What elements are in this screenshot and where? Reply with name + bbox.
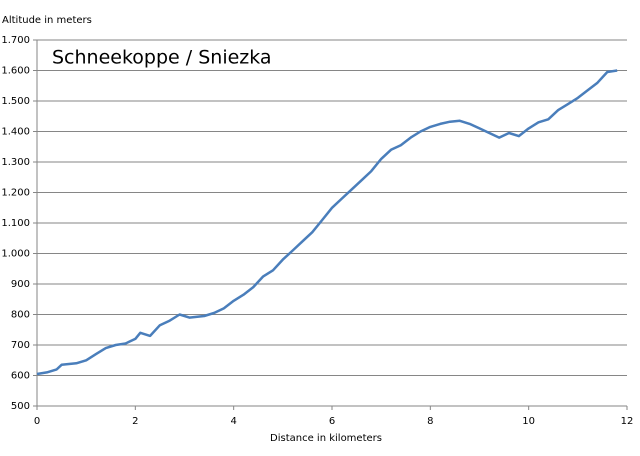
x-tick-label: 4: [230, 416, 236, 427]
x-tick-label: 8: [427, 416, 433, 427]
x-tick-label: 2: [132, 416, 138, 427]
y-tick-label: 1.200: [1, 188, 30, 199]
y-tick-label: 500: [11, 401, 30, 412]
y-tick-label: 1.500: [1, 96, 30, 107]
x-tick-label: 10: [522, 416, 535, 427]
y-tick-label: 1.600: [1, 66, 30, 77]
y-tick-label: 1.100: [1, 218, 30, 229]
y-axis-label: Altitude in meters: [2, 15, 92, 26]
y-tick-label: 1.300: [1, 157, 30, 168]
y-tick-label: 1.700: [1, 35, 30, 46]
y-tick-label: 800: [11, 310, 30, 321]
y-tick-label: 700: [11, 340, 30, 351]
y-tick-label: 1.000: [1, 249, 30, 260]
y-tick-label: 1.400: [1, 127, 30, 138]
x-axis-label: Distance in kilometers: [270, 433, 382, 444]
data-line: [36, 69, 618, 376]
y-tick-label: 600: [11, 371, 30, 382]
x-tick-label: 6: [329, 416, 335, 427]
x-tick-label: 12: [621, 416, 634, 427]
y-tick-label: 900: [11, 279, 30, 290]
chart-title: Schneekoppe / Sniezka: [52, 47, 272, 69]
x-tick-label: 0: [34, 416, 40, 427]
